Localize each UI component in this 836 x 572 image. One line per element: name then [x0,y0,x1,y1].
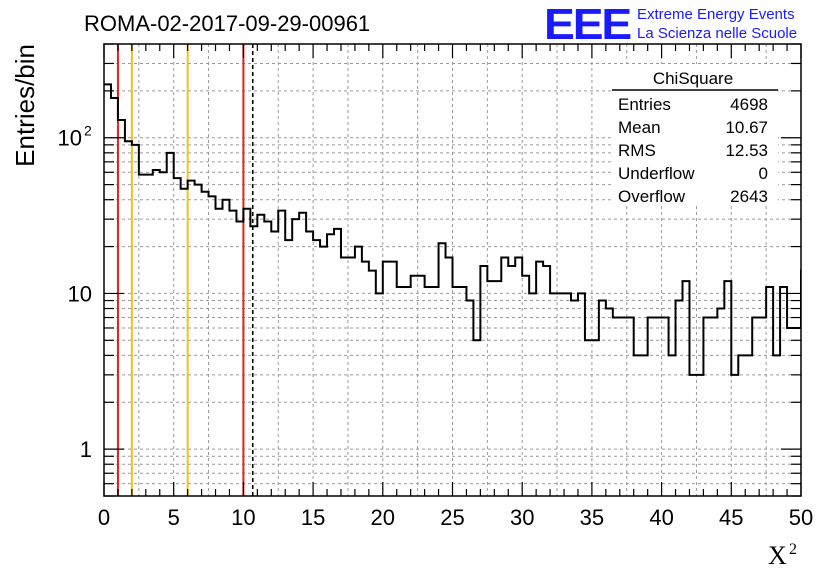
logo-text-line2: La Scienza nelle Scuole [637,25,798,42]
chart-title: ROMA-02-2017-09-29-00961 [84,11,371,36]
y-tick-label: 10 [68,281,92,306]
x-tick-label: 40 [649,505,673,530]
x-tick-label: 45 [719,505,743,530]
stats-row-value: 2643 [730,187,768,206]
x-tick-label: 30 [510,505,534,530]
x-tick-label: 5 [168,505,180,530]
x-axis-label: X 2 [768,541,797,570]
stats-row-label: Underflow [618,164,695,183]
x-tick-label: 20 [371,505,395,530]
x-axis-label-sup: 2 [789,541,797,558]
x-axis-label-main: X [768,541,787,570]
histogram-line [104,83,801,376]
x-tick-label: 15 [301,505,325,530]
stats-row-value: 0 [759,164,768,183]
x-tick-label: 0 [98,505,110,530]
y-tick-label: 1 [80,437,92,462]
stats-box-bg [612,64,778,204]
stats-row-label: Mean [618,118,661,137]
y-axis-label: Entries/bin [10,44,40,167]
eee-logo: EEE Extreme Energy Events La Scienza nel… [544,0,834,49]
x-tick-label: 35 [580,505,604,530]
y-tick-label-sup: 2 [84,123,92,139]
stats-row-label: Entries [618,95,671,114]
grid [104,44,801,496]
logo-text-line1: Extreme Energy Events [637,6,795,23]
stats-row-value: 12.53 [725,141,768,160]
stats-title: ChiSquare [653,69,733,88]
stats-row-value: 10.67 [725,118,768,137]
x-tick-label: 50 [789,505,813,530]
stats-box: ChiSquare Entries 4698 Mean 10.67 RMS 12.53 Und… [612,64,778,206]
stats-row-value: 4698 [730,95,768,114]
stats-row-label: Overflow [618,187,686,206]
stats-row-label: RMS [618,141,656,160]
y-tick-label: 10 [58,126,82,151]
x-tick-label: 25 [440,505,464,530]
logo-mark: EEE [544,0,632,49]
x-tick-label: 10 [231,505,255,530]
marker-lines [116,44,254,496]
